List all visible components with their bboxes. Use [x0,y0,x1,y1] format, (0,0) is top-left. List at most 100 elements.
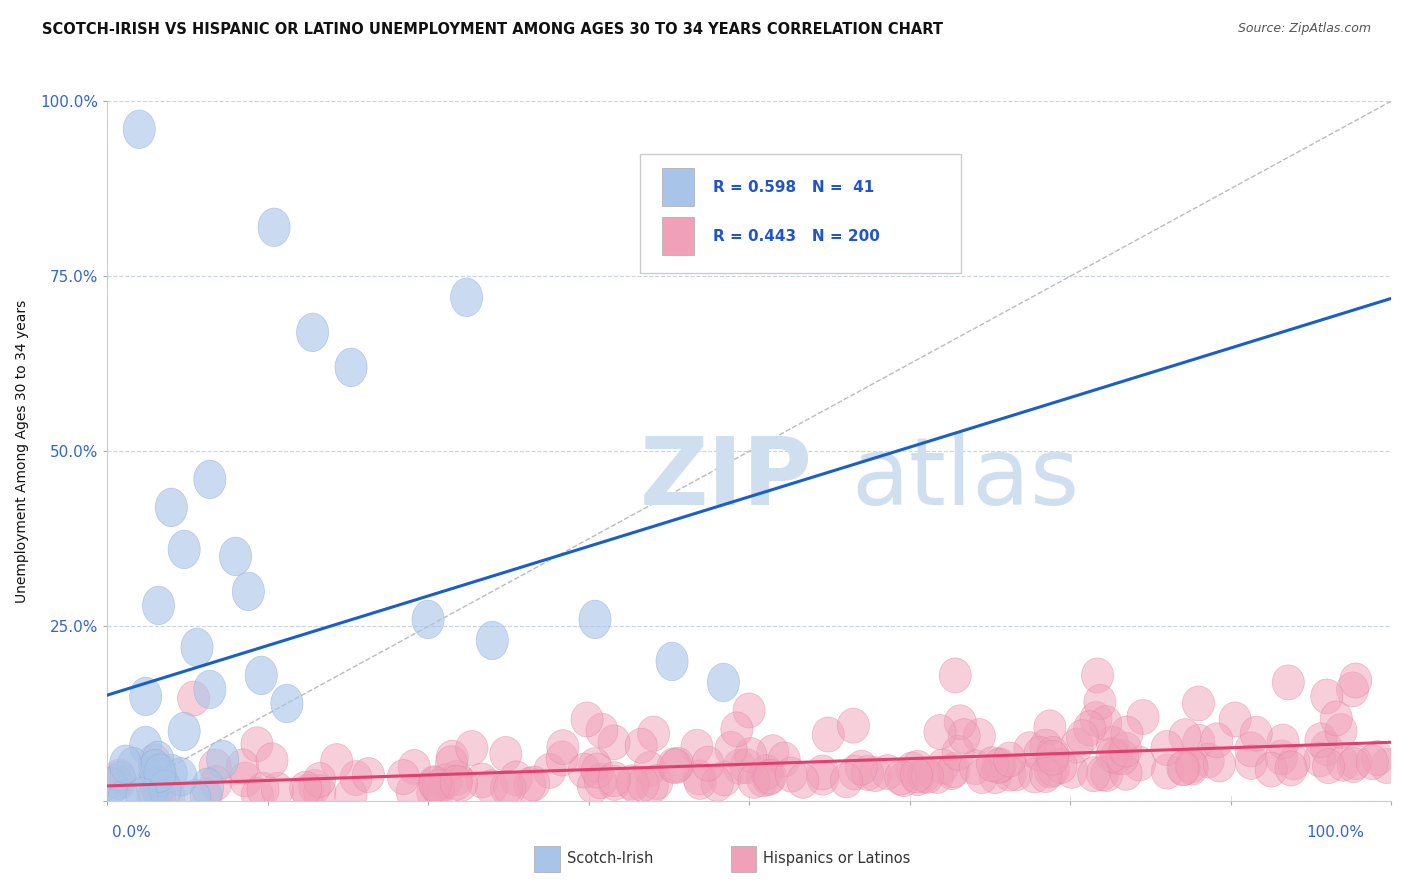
Ellipse shape [169,712,200,751]
Ellipse shape [450,278,482,317]
Ellipse shape [585,764,616,798]
Ellipse shape [936,755,967,789]
Ellipse shape [831,763,862,797]
Ellipse shape [1019,758,1050,793]
Ellipse shape [142,586,174,624]
Ellipse shape [335,777,367,813]
Ellipse shape [446,766,478,801]
Ellipse shape [155,755,187,793]
Ellipse shape [387,760,419,795]
Ellipse shape [1340,663,1372,698]
Ellipse shape [1357,745,1388,780]
Ellipse shape [1305,723,1337,758]
Ellipse shape [422,772,454,808]
Ellipse shape [138,744,170,779]
Ellipse shape [775,757,807,792]
Ellipse shape [599,765,630,800]
Ellipse shape [872,755,904,789]
Ellipse shape [232,572,264,611]
Ellipse shape [845,750,877,785]
Ellipse shape [921,758,953,794]
Ellipse shape [422,770,454,805]
Ellipse shape [262,772,294,807]
Ellipse shape [1371,748,1403,783]
Ellipse shape [641,764,673,799]
Ellipse shape [658,748,689,783]
Ellipse shape [578,769,609,804]
Ellipse shape [125,778,157,816]
Ellipse shape [598,725,630,760]
Ellipse shape [440,760,472,796]
Ellipse shape [124,110,155,149]
Ellipse shape [581,753,613,788]
Ellipse shape [723,749,755,784]
Ellipse shape [1327,747,1360,781]
Ellipse shape [1038,751,1069,787]
Ellipse shape [768,742,800,777]
Ellipse shape [692,747,724,781]
Ellipse shape [657,642,688,681]
Ellipse shape [1084,684,1116,720]
Ellipse shape [1091,756,1123,791]
Ellipse shape [617,767,650,802]
Ellipse shape [177,681,209,716]
Ellipse shape [579,747,610,782]
Ellipse shape [1256,752,1288,787]
Ellipse shape [247,772,280,807]
Ellipse shape [637,716,669,751]
Ellipse shape [475,770,508,805]
Ellipse shape [143,754,176,792]
Ellipse shape [702,766,733,802]
Ellipse shape [1074,711,1105,746]
Ellipse shape [200,749,231,784]
Ellipse shape [430,764,461,798]
Ellipse shape [136,769,169,807]
Ellipse shape [1168,750,1201,786]
Bar [662,168,695,206]
Ellipse shape [219,537,252,575]
Ellipse shape [136,782,169,817]
Text: R = 0.598   N =  41: R = 0.598 N = 41 [713,179,875,194]
Ellipse shape [1066,720,1098,755]
Ellipse shape [1361,740,1393,775]
Ellipse shape [959,749,991,785]
Ellipse shape [416,775,449,810]
Ellipse shape [398,749,430,784]
Ellipse shape [707,663,740,702]
Ellipse shape [911,758,943,793]
Ellipse shape [900,758,932,793]
Ellipse shape [627,766,659,802]
Ellipse shape [896,752,928,787]
Ellipse shape [245,657,277,695]
Ellipse shape [981,748,1014,783]
Ellipse shape [94,767,127,806]
Ellipse shape [901,761,934,796]
Ellipse shape [304,763,336,797]
Ellipse shape [1090,706,1122,740]
Ellipse shape [966,758,998,794]
Ellipse shape [304,774,336,810]
Ellipse shape [1240,716,1272,751]
Ellipse shape [994,756,1026,791]
Text: 100.0%: 100.0% [1306,825,1364,840]
Ellipse shape [685,764,716,799]
Ellipse shape [1201,723,1233,758]
Ellipse shape [142,768,174,806]
Ellipse shape [1029,757,1062,793]
Ellipse shape [1192,743,1225,778]
Text: Hispanics or Latinos: Hispanics or Latinos [763,852,911,866]
Ellipse shape [1000,756,1032,790]
Ellipse shape [1111,716,1143,751]
Ellipse shape [298,770,330,805]
Ellipse shape [1036,740,1069,775]
Ellipse shape [440,765,472,800]
Ellipse shape [240,727,273,762]
Ellipse shape [1310,731,1343,765]
Ellipse shape [419,767,451,802]
Ellipse shape [155,488,187,526]
Ellipse shape [1168,719,1201,754]
Ellipse shape [1175,747,1208,783]
Ellipse shape [1123,746,1156,781]
Ellipse shape [662,747,693,782]
Ellipse shape [659,748,692,784]
